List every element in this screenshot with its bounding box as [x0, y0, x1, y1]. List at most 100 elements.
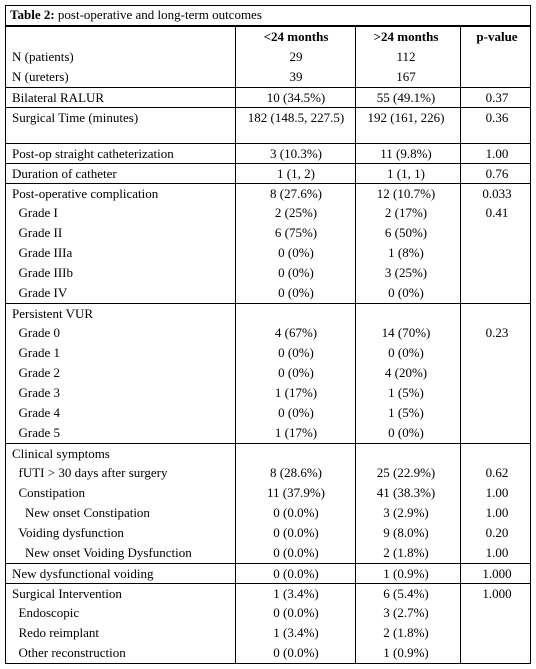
- under-24-cell: 2 (25%): [274, 205, 318, 220]
- table-row: Grade 2 0 (0%) 4 (20%): [6, 363, 530, 383]
- under-24-cell: 0 (0.0%): [273, 645, 319, 660]
- table-row: New dysfunctional voiding 0 (0.0%) 1 (0.9%…: [6, 563, 530, 583]
- row-label: Post-op straight catheterization: [12, 146, 174, 161]
- over-24-cell: 2 (1.8%): [383, 625, 429, 640]
- p-value-cell: 0.62: [485, 465, 509, 480]
- over-24-cell: 25 (22.9%): [376, 465, 436, 480]
- table-row: Other reconstruction 0 (0.0%) 1 (0.9%): [6, 643, 530, 663]
- over-24-cell: 3 (2.9%): [383, 505, 429, 520]
- row-label: Grade 1: [12, 345, 61, 360]
- over-24-cell: 1 (5%): [388, 405, 424, 420]
- row-label: Grade 5: [12, 425, 61, 440]
- under-24-cell: 0 (0%): [278, 345, 314, 360]
- table-row: Endoscopic 0 (0.0%) 3 (2.7%): [6, 603, 530, 623]
- over-24-cell: 3 (25%): [384, 265, 428, 280]
- table-row: Duration of catheter 1 (1, 2) 1 (1, 1) 0.76: [6, 163, 530, 183]
- table-row: Grade I 2 (25%) 2 (17%) 0.41: [6, 203, 530, 223]
- table-row: Post-operative complication 8 (27.6%) 12 (…: [6, 183, 530, 203]
- row-label: New onset Voiding Dysfunction: [12, 545, 192, 560]
- under-24-cell: 0 (0.0%): [273, 505, 319, 520]
- table-row: New onset Constipation 0 (0.0%) 3 (2.9%) 1.…: [6, 503, 530, 523]
- over-24-cell: 112: [396, 49, 416, 64]
- table-row: Grade 4 0 (0%) 1 (5%): [6, 403, 530, 423]
- row-label: N (ureters): [12, 69, 69, 84]
- table-row: Surgical Time (minutes) 182 (148.5, 227.5…: [6, 107, 530, 143]
- over-24-cell: 1 (8%): [388, 245, 424, 260]
- table-row: Grade 1 0 (0%) 0 (0%): [6, 343, 530, 363]
- row-label: Grade I: [12, 205, 58, 220]
- over-24-cell: 12 (10.7%): [376, 186, 436, 201]
- row-label: Constipation: [12, 485, 85, 500]
- row-label: Grade IV: [12, 285, 68, 300]
- under-24-cell: 0 (0%): [278, 405, 314, 420]
- over-24-cell: 1 (0.9%): [383, 645, 429, 660]
- p-value-cell: 1.00: [485, 545, 509, 560]
- under-24-cell: 0 (0%): [278, 265, 314, 280]
- row-label: Voiding dysfunction: [12, 525, 124, 540]
- table-row: Constipation 11 (37.9%) 41 (38.3%) 1.00: [6, 483, 530, 503]
- table-row: Grade IV 0 (0%) 0 (0%): [6, 283, 530, 303]
- over-24-cell: 0 (0%): [388, 425, 424, 440]
- over-24-cell: 14 (70%): [381, 325, 431, 340]
- table-row: Bilateral RALUR 10 (34.5%) 55 (49.1%) 0.37: [6, 87, 530, 107]
- over-24-cell: 41 (38.3%): [376, 485, 436, 500]
- under-24-cell: 0 (0%): [278, 285, 314, 300]
- under-24-cell: 0 (0.0%): [273, 545, 319, 560]
- table-row: Voiding dysfunction 0 (0.0%) 9 (8.0%) 0.20: [6, 523, 530, 543]
- header-under-24-months: <24 months: [263, 29, 329, 44]
- over-24-cell: 2 (17%): [384, 205, 428, 220]
- under-24-cell: 4 (67%): [274, 325, 318, 340]
- row-label: Duration of catheter: [12, 166, 117, 181]
- table-row: Grade 5 1 (17%) 0 (0%): [6, 423, 530, 443]
- table-row: New onset Voiding Dysfunction 0 (0.0%) 2 (…: [6, 543, 530, 563]
- under-24-cell: 182 (148.5, 227.5): [247, 110, 345, 125]
- over-24-cell: 192 (161, 226): [367, 110, 445, 125]
- table-row: Clinical symptoms: [6, 443, 530, 463]
- row-label: Grade 2: [12, 365, 61, 380]
- row-label: Endoscopic: [12, 605, 80, 620]
- under-24-cell: 0 (0.0%): [273, 605, 319, 620]
- over-24-cell: 9 (8.0%): [383, 525, 429, 540]
- row-label: Bilateral RALUR: [12, 90, 105, 105]
- table-row: Surgical Intervention 1 (3.4%) 6 (5.4%) 1.0…: [6, 583, 530, 603]
- row-label: fUTI > 30 days after surgery: [12, 465, 168, 480]
- row-label: New onset Constipation: [12, 505, 150, 520]
- row-label: Redo reimplant: [12, 625, 100, 640]
- under-24-cell: 6 (75%): [274, 225, 318, 240]
- over-24-cell: 11 (9.8%): [380, 146, 432, 161]
- p-value-cell: 0.37: [485, 90, 509, 105]
- column-divider: [235, 26, 236, 664]
- caption-text: post-operative and long-term outcomes: [54, 7, 262, 22]
- p-value-cell: 0.20: [485, 525, 509, 540]
- p-value-cell: 1.000: [482, 586, 512, 601]
- row-label: Surgical Intervention: [12, 586, 122, 601]
- under-24-cell: 1 (3.4%): [273, 625, 319, 640]
- over-24-cell: 1 (5%): [388, 385, 424, 400]
- p-value-cell: 0.36: [485, 110, 509, 125]
- p-value-cell: 0.41: [485, 205, 509, 220]
- over-24-cell: 3 (2.7%): [383, 605, 429, 620]
- caption-label: Table 2:: [10, 7, 55, 22]
- row-label: New dysfunctional voiding: [12, 566, 154, 581]
- under-24-cell: 0 (0.0%): [273, 525, 319, 540]
- under-24-cell: 8 (28.6%): [270, 465, 322, 480]
- p-value-cell: 1.000: [482, 566, 512, 581]
- over-24-cell: 6 (5.4%): [383, 586, 429, 601]
- row-label: Other reconstruction: [12, 645, 126, 660]
- over-24-cell: 1 (0.9%): [383, 566, 429, 581]
- over-24-cell: 0 (0%): [388, 285, 424, 300]
- p-value-cell: 0.033: [482, 186, 512, 201]
- row-label: Grade IIIa: [12, 245, 73, 260]
- over-24-cell: 1 (1, 1): [387, 166, 425, 181]
- row-label: Grade IIIb: [12, 265, 74, 280]
- under-24-cell: 1 (3.4%): [273, 586, 319, 601]
- under-24-cell: 0 (0.0%): [273, 566, 319, 581]
- row-label: Post-operative complication: [12, 186, 159, 201]
- table-header-row: <24 months >24 months p-value: [6, 26, 530, 47]
- header-p-value: p-value: [476, 29, 518, 44]
- table-row: Grade II 6 (75%) 6 (50%): [6, 223, 530, 243]
- under-24-cell: 3 (10.3%): [270, 146, 322, 161]
- under-24-cell: 1 (17%): [274, 385, 318, 400]
- row-label: Grade 0: [12, 325, 61, 340]
- over-24-cell: 55 (49.1%): [376, 90, 436, 105]
